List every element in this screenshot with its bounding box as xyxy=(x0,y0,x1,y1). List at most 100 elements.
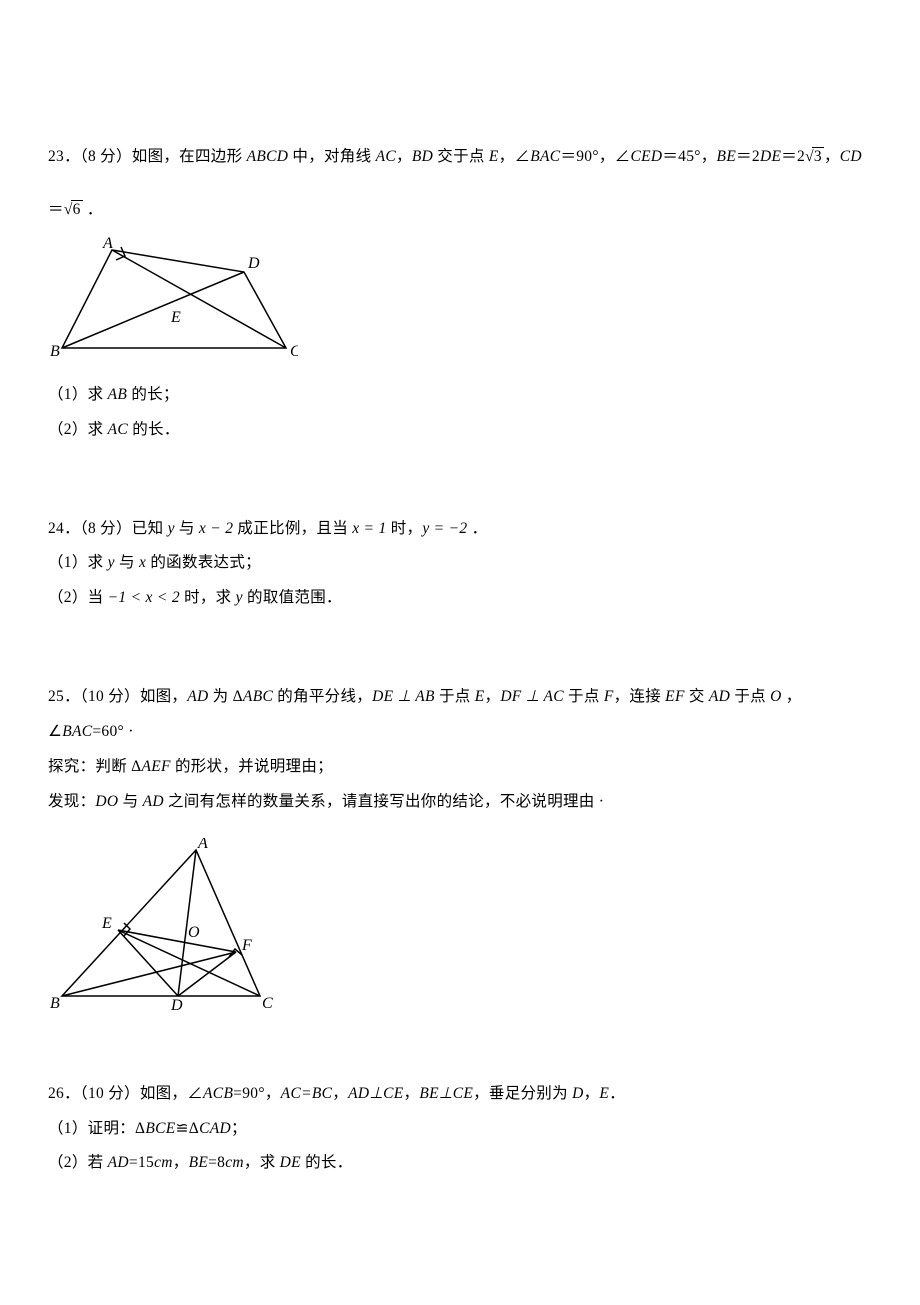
p23-q1: （1）求 AB 的长； xyxy=(48,378,872,413)
text: 的函数表达式； xyxy=(146,554,261,571)
text: ； xyxy=(231,1120,247,1137)
svg-text:B: B xyxy=(50,995,60,1012)
expr-yem2: y = −2 xyxy=(422,520,467,537)
svg-text:A: A xyxy=(197,838,208,852)
text: ，∠ xyxy=(499,148,531,165)
var-ab: AB xyxy=(108,386,128,403)
p25-line3: 探究：判断 ΔAEF 的形状，并说明理由； xyxy=(48,750,872,785)
p25-line1: 25．（10 分）如图，AD 为 ΔABC 的角平分线，DE ⊥ AB 于点 E… xyxy=(48,680,872,715)
sqrt3: √3 xyxy=(805,148,824,165)
text: 于点 xyxy=(435,688,475,705)
text: 与 xyxy=(118,793,142,810)
p24-line1: 24．（8 分）已知 y 与 x − 2 成正比例，且当 x = 1 时，y =… xyxy=(48,512,872,547)
text: 交 xyxy=(685,688,709,705)
var-aef: AEF xyxy=(141,758,170,775)
var-d: D xyxy=(572,1085,584,1102)
p24-q1: （1）求 y 与 x 的函数表达式； xyxy=(48,546,872,581)
text: ＝90°，∠ xyxy=(560,148,630,165)
text: 的角平分线， xyxy=(273,688,372,705)
text: =60° · xyxy=(92,723,133,740)
expr-xm2: x − 2 xyxy=(199,520,233,537)
var-be: BE xyxy=(189,1154,209,1171)
text: 时， xyxy=(387,520,423,537)
var-bac: BAC xyxy=(530,148,560,165)
text: ≌Δ xyxy=(176,1120,200,1137)
var-y: y xyxy=(108,554,115,571)
var-y: y xyxy=(168,520,175,537)
text: ． xyxy=(609,1085,625,1102)
var-abc: ABC xyxy=(243,688,273,705)
text: 23．（8 分）如图，在四边形 xyxy=(48,148,247,165)
p26-line1: 26．（10 分）如图，∠ACB=90°，AC=BC，AD⊥CE，BE⊥CE，垂… xyxy=(48,1077,872,1112)
svg-text:E: E xyxy=(101,915,112,932)
text: 于点 xyxy=(564,688,604,705)
svg-text:C: C xyxy=(262,995,273,1012)
var-ac: AC xyxy=(376,148,396,165)
text: 之间有怎样的数量关系，请直接写出你的结论，不必说明理由 · xyxy=(164,793,604,810)
text: 成正比例，且当 xyxy=(233,520,352,537)
text: （1）证明：Δ xyxy=(48,1120,145,1137)
text: 的长． xyxy=(128,421,180,438)
svg-text:D: D xyxy=(170,997,183,1013)
text: （1）求 xyxy=(48,386,108,403)
text: ． xyxy=(83,201,103,218)
var-bac: BAC xyxy=(62,723,92,740)
p23-line1: 23．（8 分）如图，在四边形 ABCD 中，对角线 AC，BD 交于点 E，∠… xyxy=(48,140,872,175)
text: 的形状，并说明理由； xyxy=(171,758,333,775)
expr-bepce: BE⊥CE xyxy=(419,1085,473,1102)
p25-line4: 发现：DO 与 AD 之间有怎样的数量关系，请直接写出你的结论，不必说明理由 · xyxy=(48,785,872,820)
var-e: E xyxy=(599,1085,609,1102)
var-ad: AD xyxy=(187,688,208,705)
var-ef: EF xyxy=(665,688,685,705)
var-cad: CAD xyxy=(199,1120,231,1137)
p23-figure: A B C D E xyxy=(48,236,872,366)
var-bce: BCE xyxy=(145,1120,175,1137)
text: ， xyxy=(396,148,412,165)
problem-24: 24．（8 分）已知 y 与 x − 2 成正比例，且当 x = 1 时，y =… xyxy=(48,512,872,617)
text: 与 xyxy=(175,520,199,537)
text: 交于点 xyxy=(433,148,489,165)
svg-text:E: E xyxy=(170,309,181,326)
problem-25: 25．（10 分）如图，AD 为 ΔABC 的角平分线，DE ⊥ AB 于点 E… xyxy=(48,680,872,1013)
text: ，连接 xyxy=(614,688,666,705)
text: 的取值范围． xyxy=(243,589,342,606)
text: 发现： xyxy=(48,793,95,810)
svg-text:O: O xyxy=(188,924,200,941)
p23-line2: ＝√6 ． xyxy=(48,193,872,228)
svg-text:C: C xyxy=(290,343,298,360)
var-y: y xyxy=(236,589,243,606)
expr-adpce: AD⊥CE xyxy=(348,1085,403,1102)
var-e: E xyxy=(475,688,485,705)
var-do: DO xyxy=(95,793,118,810)
text: （1）求 xyxy=(48,554,108,571)
var-ad: AD xyxy=(709,688,730,705)
p25-line2: ∠BAC=60° · xyxy=(48,715,872,750)
unit-cm: cm xyxy=(225,1154,244,1171)
expr-xe1: x = 1 xyxy=(352,520,386,537)
text: 于点 xyxy=(730,688,770,705)
text: =15 xyxy=(129,1154,154,1171)
text: ＝2 xyxy=(736,148,760,165)
text: ，垂足分别为 xyxy=(473,1085,572,1102)
var-be: BE xyxy=(717,148,737,165)
text: ． xyxy=(467,520,487,537)
svg-text:A: A xyxy=(102,236,113,252)
var-ad: AD xyxy=(143,793,164,810)
text: =8 xyxy=(208,1154,225,1171)
text: ， xyxy=(485,688,501,705)
text: 的长； xyxy=(127,386,179,403)
var-de: DE xyxy=(280,1154,301,1171)
text: 与 xyxy=(115,554,139,571)
p26-q2: （2）若 AD=15cm，BE=8cm，求 DE 的长． xyxy=(48,1146,872,1181)
text: 24．（8 分）已知 xyxy=(48,520,168,537)
p25-figure: A B C D E F O xyxy=(48,838,872,1013)
text: ，求 xyxy=(244,1154,280,1171)
text: ， xyxy=(584,1085,600,1102)
var-bd: BD xyxy=(412,148,433,165)
text: （2）求 xyxy=(48,421,108,438)
text: 25．（10 分）如图， xyxy=(48,688,187,705)
text: 探究：判断 Δ xyxy=(48,758,141,775)
p24-q2: （2）当 −1 < x < 2 时，求 y 的取值范围． xyxy=(48,581,872,616)
text: （2）若 xyxy=(48,1154,108,1171)
svg-text:D: D xyxy=(247,255,260,272)
